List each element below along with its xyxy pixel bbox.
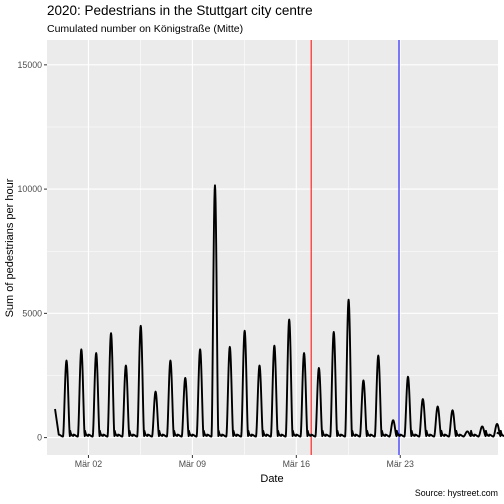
x-tick-label: Mär 02: [75, 459, 102, 469]
y-tick-label: 10000: [18, 184, 43, 194]
pedestrian-series-line: [54, 184, 504, 438]
series-layer: [54, 184, 504, 438]
chart-title: 2020: Pedestrians in the Stuttgart city …: [47, 3, 313, 18]
x-axis-title: Date: [260, 473, 283, 485]
y-axis-title: Sum of pedestrians per hour: [4, 178, 16, 317]
x-axis: Mär 02 Mär 09 Mär 16 Mär 23: [75, 455, 414, 469]
y-tick-label: 0: [37, 433, 42, 443]
y-tick-label: 15000: [18, 60, 43, 70]
source-caption: Source: hystreet.com: [415, 488, 498, 498]
chart-subtitle: Cumulated number on Königstraße (Mitte): [47, 23, 243, 35]
y-axis: 0 5000 10000 15000: [18, 60, 47, 443]
gridlines: [47, 40, 498, 455]
event-markers: [310, 40, 400, 455]
y-tick-label: 5000: [22, 308, 42, 318]
x-tick-label: Mär 09: [179, 459, 206, 469]
x-tick-label: Mär 16: [283, 459, 310, 469]
x-tick-label: Mär 23: [387, 459, 414, 469]
